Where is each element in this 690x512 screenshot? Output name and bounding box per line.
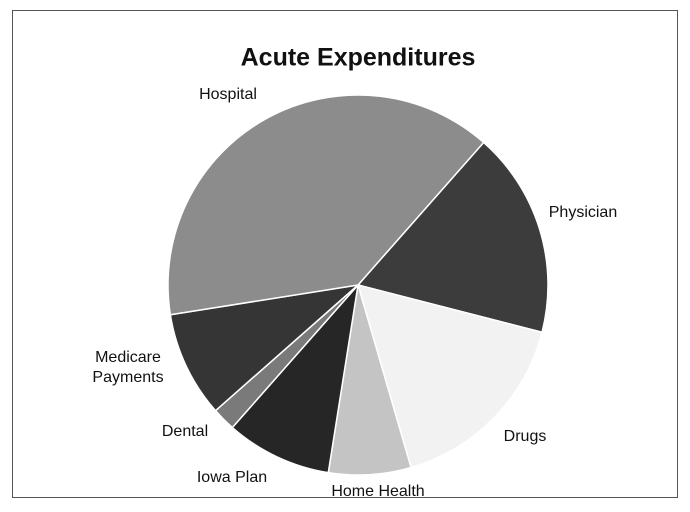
slice-label: Home Health bbox=[331, 483, 425, 500]
slice-label: Hospital bbox=[199, 86, 257, 103]
pie-slice bbox=[169, 283, 361, 412]
pie-slice bbox=[356, 283, 543, 469]
slice-label: Medicare Payments bbox=[92, 349, 164, 386]
slice-label: Drugs bbox=[503, 428, 547, 445]
slice-label: Iowa Plan bbox=[196, 469, 268, 486]
chart-title: Acute Expenditures bbox=[240, 43, 476, 72]
pie-slice bbox=[231, 282, 360, 474]
frame bbox=[12, 10, 678, 498]
pie-slice bbox=[356, 141, 549, 334]
slice-label: Dental bbox=[161, 423, 209, 440]
slice-label: Physician bbox=[548, 204, 618, 221]
pie-slice bbox=[167, 94, 485, 316]
